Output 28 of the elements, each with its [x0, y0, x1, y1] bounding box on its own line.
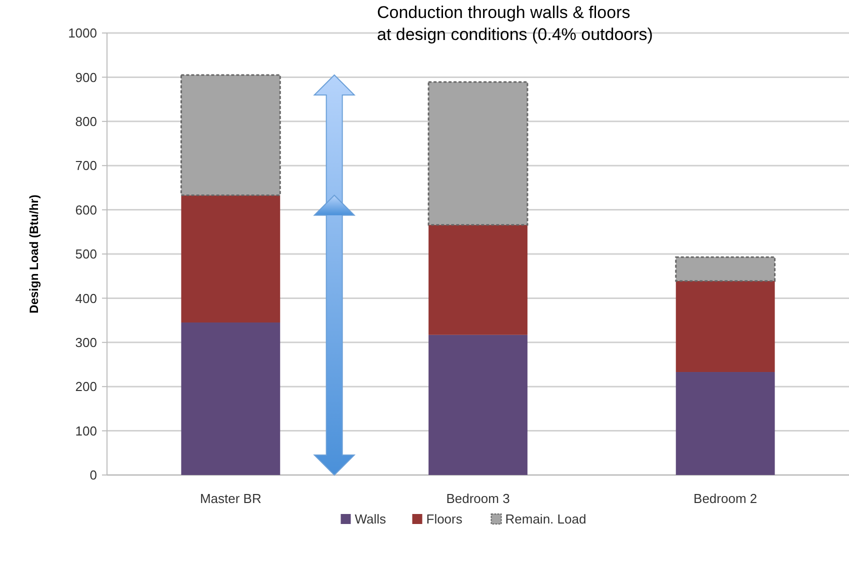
y-tick-label: 300	[75, 334, 97, 350]
y-tick-label: 200	[75, 379, 97, 394]
x-tick-label: Bedroom 2	[694, 491, 758, 506]
y-axis-title: Design Load (Btu/hr)	[27, 194, 41, 314]
y-tick-label: 500	[75, 246, 97, 262]
chart-title: Conduction through walls & floors at design conditions (0.4% outdoors)	[377, 3, 653, 44]
bar	[428, 81, 528, 226]
y-tick-label: 100	[75, 423, 97, 438]
bar	[180, 74, 281, 196]
y-tick-label: 600	[75, 202, 97, 218]
bar	[428, 334, 528, 475]
bar	[676, 280, 775, 372]
legend-label: Remain. Load	[505, 512, 586, 527]
y-tick-label: 400	[75, 290, 97, 306]
bar	[181, 322, 280, 475]
legend-label: Floors	[426, 512, 463, 527]
bar	[181, 195, 280, 323]
y-tick-label: 0	[90, 468, 97, 483]
bar	[428, 224, 528, 335]
legend-label: Walls	[354, 512, 387, 527]
x-tick-label: Master BR	[200, 491, 262, 506]
y-tick-label: 900	[75, 70, 97, 85]
y-tick-label: 700	[75, 158, 97, 174]
bar	[675, 256, 776, 282]
bar	[676, 372, 775, 475]
y-tick-label: 1000	[68, 26, 97, 41]
x-tick-label: Bedroom 3	[446, 491, 510, 506]
y-tick-label: 800	[75, 114, 97, 129]
